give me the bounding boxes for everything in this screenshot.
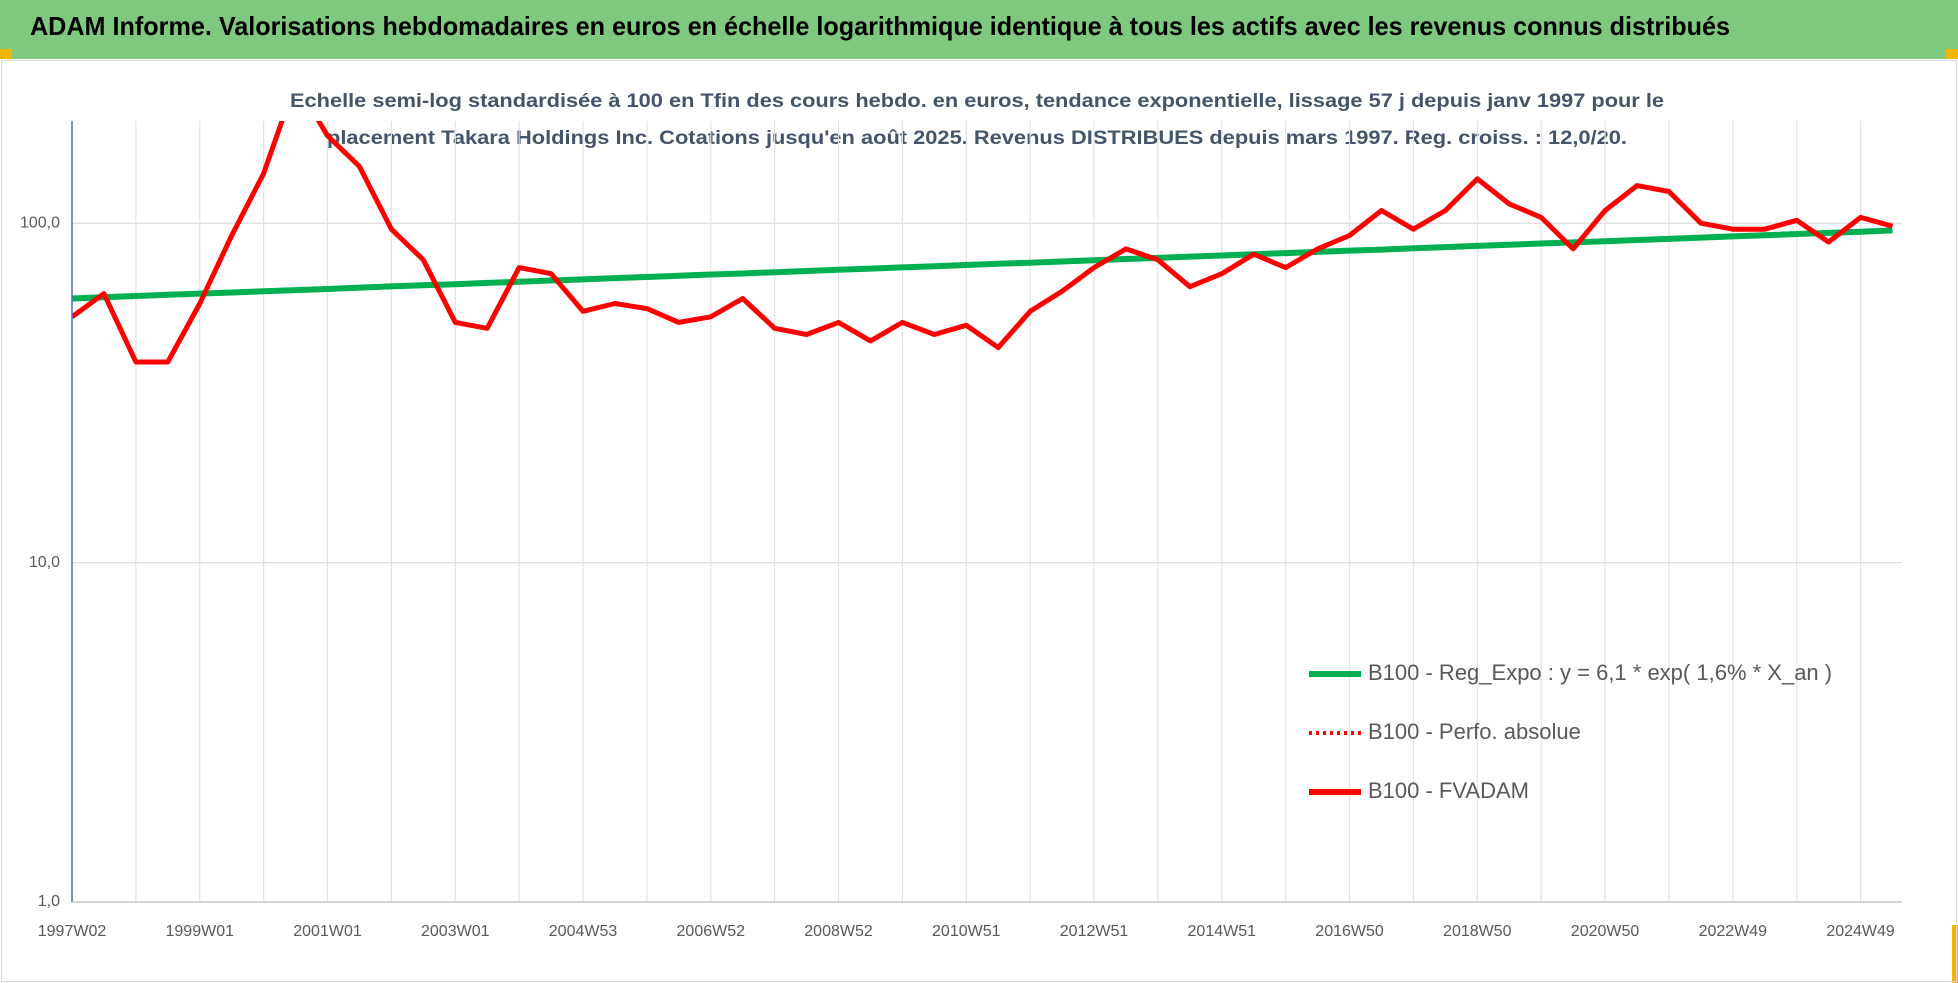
x-tick-label: 1997W02 [38,923,107,940]
x-tick-label: 2006W52 [677,923,746,940]
corner-mark [1946,49,1958,59]
x-tick-label: 2018W50 [1443,923,1512,940]
x-tick-label: 2001W01 [293,923,362,940]
series-line [72,227,1893,302]
frame [1,60,1957,982]
x-tick-label: 2024W49 [1826,923,1895,940]
header-band [0,0,1958,59]
legend-label: B100 - FVADAM [1368,778,1529,803]
x-tick-label: 2022W49 [1699,923,1768,940]
corner-mark [1952,925,1958,983]
x-tick-label: 2010W51 [932,923,1001,940]
legend-label: B100 - Reg_Expo : y = 6,1 * exp( 1,6% * … [1368,660,1832,685]
series-line [72,121,1894,365]
x-tick-label: 2020W50 [1571,923,1640,940]
x-tick-label: 2012W51 [1060,923,1129,940]
legend-label: B100 - Perfo. absolue [1368,719,1581,744]
y-tick-label: 10,0 [29,554,60,571]
x-tick-label: 2004W53 [549,923,618,940]
chart-subtitle: placement Takara Holdings Inc. Cotations… [327,128,1627,149]
x-tick-label: 2008W52 [804,923,873,940]
y-tick-label: 100,0 [20,214,60,231]
chart-title: ADAM Informe. Valorisations hebdomadaire… [30,11,1730,41]
chart-subtitle: Echelle semi-log standardisée à 100 en T… [290,91,1664,112]
x-tick-label: 2003W01 [421,923,490,940]
y-tick-label: 1,0 [38,893,60,910]
plot-area [72,121,1894,365]
x-tick-label: 2014W51 [1188,923,1257,940]
x-tick-label: 2016W50 [1315,923,1384,940]
x-tick-label: 1999W01 [166,923,235,940]
axes: 1,0 10,0 100,0 1997W02 1999W01 2001W01 2003W01… [20,121,1902,940]
corner-mark [0,49,12,59]
legend: B100 - Reg_Expo : y = 6,1 * exp( 1,6% * … [1309,660,1832,803]
